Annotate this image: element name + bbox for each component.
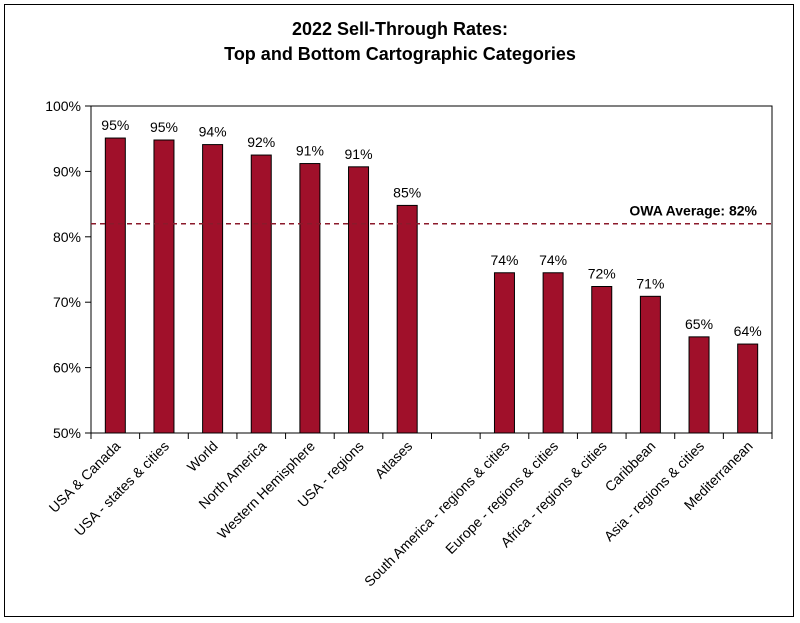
data-label: 95% xyxy=(101,117,129,133)
data-label: 94% xyxy=(199,124,227,140)
bar xyxy=(639,295,661,434)
data-label: 64% xyxy=(734,323,762,339)
bar xyxy=(104,137,126,434)
chart-title-line-2: Top and Bottom Cartographic Categories xyxy=(224,44,576,64)
x-category-label: World xyxy=(184,438,221,475)
data-label: 74% xyxy=(490,252,518,268)
data-label: 95% xyxy=(150,119,178,135)
y-tick-label: 70% xyxy=(53,294,81,310)
data-label: 91% xyxy=(296,143,324,159)
y-tick-label: 80% xyxy=(53,229,81,245)
plot-area: 50%60%70%80%90%100%95%USA & Canada95%USA… xyxy=(45,98,773,589)
chart-title-line-1: 2022 Sell-Through Rates: xyxy=(292,19,508,39)
y-tick-label: 50% xyxy=(53,425,81,441)
bar xyxy=(542,272,564,434)
data-label: 85% xyxy=(393,184,421,200)
bar xyxy=(299,163,321,434)
chart-frame: 2022 Sell-Through Rates: Top and Bottom … xyxy=(4,4,794,617)
bar xyxy=(493,272,515,434)
x-category-label: Atlases xyxy=(372,438,416,482)
y-tick-label: 90% xyxy=(53,163,81,179)
data-label: 71% xyxy=(636,275,664,291)
x-category-label: USA - states & cities xyxy=(71,438,172,539)
plot-border xyxy=(90,105,773,434)
bar xyxy=(153,139,175,434)
reference-line-label: OWA Average: 82% xyxy=(629,203,757,219)
bar xyxy=(737,343,759,434)
bar xyxy=(202,144,224,434)
y-tick-label: 60% xyxy=(53,360,81,376)
y-tick-label: 100% xyxy=(45,98,81,114)
data-label: 74% xyxy=(539,252,567,268)
data-label: 72% xyxy=(588,266,616,282)
data-label: 91% xyxy=(345,146,373,162)
bar xyxy=(348,166,370,434)
data-label: 92% xyxy=(247,134,275,150)
bar xyxy=(591,286,613,434)
data-label: 65% xyxy=(685,316,713,332)
bar xyxy=(396,204,418,434)
bar xyxy=(688,336,710,434)
bar-chart: 2022 Sell-Through Rates: Top and Bottom … xyxy=(45,19,773,589)
bar xyxy=(250,154,272,434)
